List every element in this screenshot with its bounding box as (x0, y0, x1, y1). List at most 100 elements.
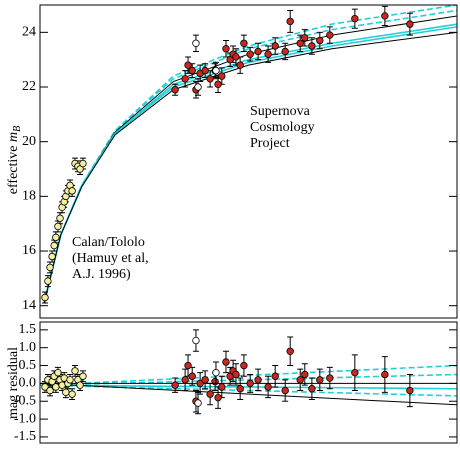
data-point (184, 61, 192, 69)
annotation: (Hamuy et al, (72, 251, 149, 266)
data-point (194, 83, 202, 91)
y-tick-label: 20 (22, 134, 36, 149)
y-axis-label: mag residual (6, 347, 21, 419)
data-point (206, 390, 214, 398)
y-tick-label: 1.5 (19, 322, 37, 337)
y-axis-label: effective mB (6, 126, 23, 194)
data-point (254, 47, 262, 56)
y-tick-label: -1.0 (14, 411, 36, 426)
data-point (232, 53, 240, 61)
y-tick-label: 14 (22, 298, 36, 313)
data-point (296, 376, 304, 384)
annotation: Project (250, 136, 290, 151)
annotation: Calan/Tololo (72, 235, 145, 250)
data-point (308, 42, 316, 50)
data-point (326, 374, 334, 382)
y-tick-label: -0.5 (14, 393, 36, 408)
data-point (54, 222, 62, 231)
data-point (240, 361, 248, 370)
data-point (194, 399, 202, 407)
data-point (44, 277, 52, 285)
data-point (62, 388, 70, 397)
data-point (218, 72, 226, 80)
data-point (71, 367, 79, 375)
model-curve (40, 382, 457, 406)
data-point (181, 75, 189, 83)
data-point (326, 31, 334, 39)
data-point (196, 379, 204, 388)
data-point (79, 159, 87, 168)
data-point (41, 293, 49, 302)
data-point (171, 381, 179, 389)
data-point (271, 42, 279, 50)
data-point (301, 34, 309, 42)
model-curve (40, 384, 457, 390)
data-point (232, 370, 240, 379)
data-point (188, 372, 196, 380)
data-point (201, 66, 209, 75)
data-point (264, 50, 272, 58)
data-point (381, 370, 389, 379)
data-point (181, 376, 189, 384)
data-point (184, 361, 192, 370)
data-point (54, 368, 62, 377)
plot-area (41, 5, 457, 304)
data-point (68, 390, 76, 398)
data-point (192, 336, 200, 345)
data-point (46, 386, 54, 395)
y-tick-label: 22 (22, 79, 36, 94)
data-point (296, 39, 304, 47)
data-point (240, 39, 248, 47)
data-point (171, 86, 179, 94)
data-point (286, 347, 294, 355)
data-point (316, 376, 324, 384)
data-point (50, 241, 58, 250)
y-tick-label: 24 (22, 25, 36, 40)
data-point (286, 17, 294, 26)
data-point (211, 377, 219, 386)
data-point (212, 368, 220, 377)
model-curve (40, 364, 457, 386)
data-point (76, 381, 84, 389)
model-curve (43, 31, 457, 304)
axes-frame (39, 321, 458, 444)
model-curve (40, 384, 457, 397)
data-point (188, 66, 196, 75)
y-tick-label: 18 (22, 189, 36, 204)
data-point (308, 385, 316, 393)
data-point (206, 75, 214, 83)
data-point (281, 386, 289, 395)
data-point (214, 80, 222, 88)
y-tick-label: -1.5 (14, 429, 36, 444)
plot-area (40, 329, 457, 415)
data-point (201, 376, 209, 384)
model-curve (43, 5, 457, 304)
data-point (406, 20, 414, 28)
data-point (218, 383, 226, 391)
data-point (192, 39, 200, 47)
annotation: Cosmology (250, 120, 315, 135)
data-point (271, 372, 279, 380)
data-point (351, 368, 359, 377)
data-point (66, 376, 74, 384)
data-point (56, 214, 64, 222)
data-point (381, 12, 389, 20)
annotation: A.J. 1996) (72, 267, 131, 282)
data-point (316, 36, 324, 45)
y-tick-label: 0.0 (19, 376, 37, 391)
data-point (406, 386, 414, 395)
y-tick-label: 16 (22, 243, 36, 258)
y-tick-label: 0.5 (19, 358, 37, 373)
data-point (46, 263, 54, 272)
axes-frame (39, 4, 458, 319)
data-point (48, 252, 56, 261)
data-point (351, 14, 359, 23)
data-point (246, 379, 254, 388)
data-point (68, 187, 76, 195)
data-point (214, 393, 222, 402)
y-tick-label: 1.0 (19, 340, 37, 355)
data-point (222, 358, 230, 366)
data-point (236, 385, 244, 393)
data-point (52, 383, 60, 391)
